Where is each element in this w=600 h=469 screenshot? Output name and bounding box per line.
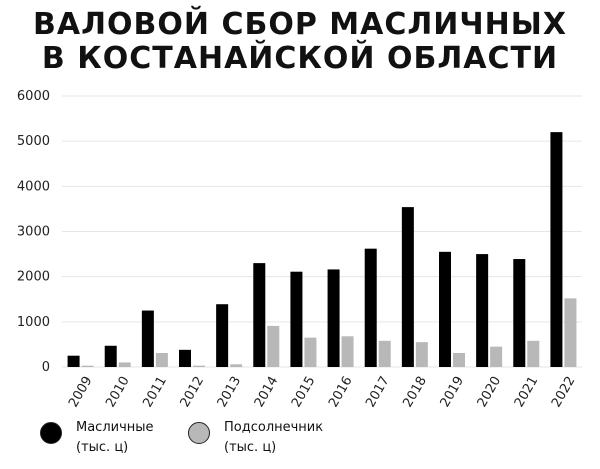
y-tick-label: 5000 (17, 134, 50, 149)
y-tick-label: 0 (42, 360, 50, 375)
x-tick-label: 2012 (178, 374, 208, 410)
legend-label: Масличные (76, 420, 154, 435)
legend-item-sunflower: Подсолнечник (тыс. ц) (188, 418, 323, 458)
x-tick-label: 2010 (103, 374, 133, 410)
y-tick-label: 4000 (17, 179, 50, 194)
x-tick-label: 2021 (512, 374, 542, 410)
bar-oilseeds (253, 263, 266, 367)
bar-sunflower (527, 340, 540, 367)
bar-sunflower (341, 336, 354, 367)
bar-oilseeds (216, 304, 229, 367)
bar-sunflower (564, 298, 577, 367)
bar-chart: 0 1000 2000 3000 4000 5000 6000 2009 2010 2011 201… (17, 89, 582, 410)
bar-oilseeds (141, 310, 154, 367)
chart-title-line1: ВАЛОВОЙ СБОР МАСЛИЧНЫХ (33, 7, 567, 42)
bar-oilseeds (104, 345, 117, 367)
bar-sunflower (193, 365, 205, 367)
y-tick-label: 1000 (17, 315, 50, 330)
x-tick-label: 2016 (326, 374, 356, 410)
x-tick-label: 2015 (289, 374, 319, 410)
legend-swatch-black-icon (40, 422, 62, 444)
x-tick-label: 2022 (549, 374, 579, 410)
bar-sunflower (453, 352, 465, 367)
legend-unit: (тыс. ц) (224, 440, 277, 455)
bar-oilseeds (290, 271, 303, 367)
bar-oilseeds (513, 259, 526, 367)
bar-sunflower (118, 362, 131, 367)
x-tick-label: 2018 (400, 374, 430, 410)
x-tick-label: 2013 (215, 374, 245, 410)
legend-label: Подсолнечник (224, 420, 324, 435)
bar-oilseeds (401, 207, 414, 367)
bar-sunflower (267, 325, 280, 367)
legend-item-oilseeds: Масличные (тыс. ц) (40, 418, 154, 458)
bar-sunflower (230, 364, 243, 367)
bar-oilseeds (439, 251, 451, 367)
bar-sunflower (304, 337, 317, 367)
chart-title-line2: В КОСТАНАЙСКОЙ ОБЛАСТИ (41, 41, 559, 76)
y-tick-label: 2000 (17, 270, 50, 285)
bar-sunflower (490, 346, 503, 367)
bar-oilseeds (550, 132, 563, 367)
y-tick-label: 6000 (17, 89, 50, 104)
legend-unit: (тыс. ц) (76, 440, 129, 455)
x-tick-label: 2009 (66, 374, 96, 410)
x-tick-label: 2020 (475, 374, 505, 410)
x-tick-label: 2014 (252, 374, 282, 410)
bar-oilseeds (364, 248, 377, 367)
x-tick-label: 2011 (140, 374, 170, 410)
bar-sunflower (155, 352, 168, 367)
x-tick-label: 2019 (438, 374, 468, 410)
bar-sunflower (81, 365, 94, 367)
bar-oilseeds (327, 269, 340, 367)
y-tick-label: 3000 (17, 225, 50, 240)
bar-oilseeds (67, 355, 80, 367)
bar-oilseeds (179, 349, 191, 367)
bar-sunflower (415, 342, 428, 367)
bar-sunflower (378, 340, 391, 367)
x-tick-label: 2017 (363, 374, 393, 410)
legend-swatch-gray-icon (188, 422, 210, 444)
bar-oilseeds (476, 254, 489, 367)
